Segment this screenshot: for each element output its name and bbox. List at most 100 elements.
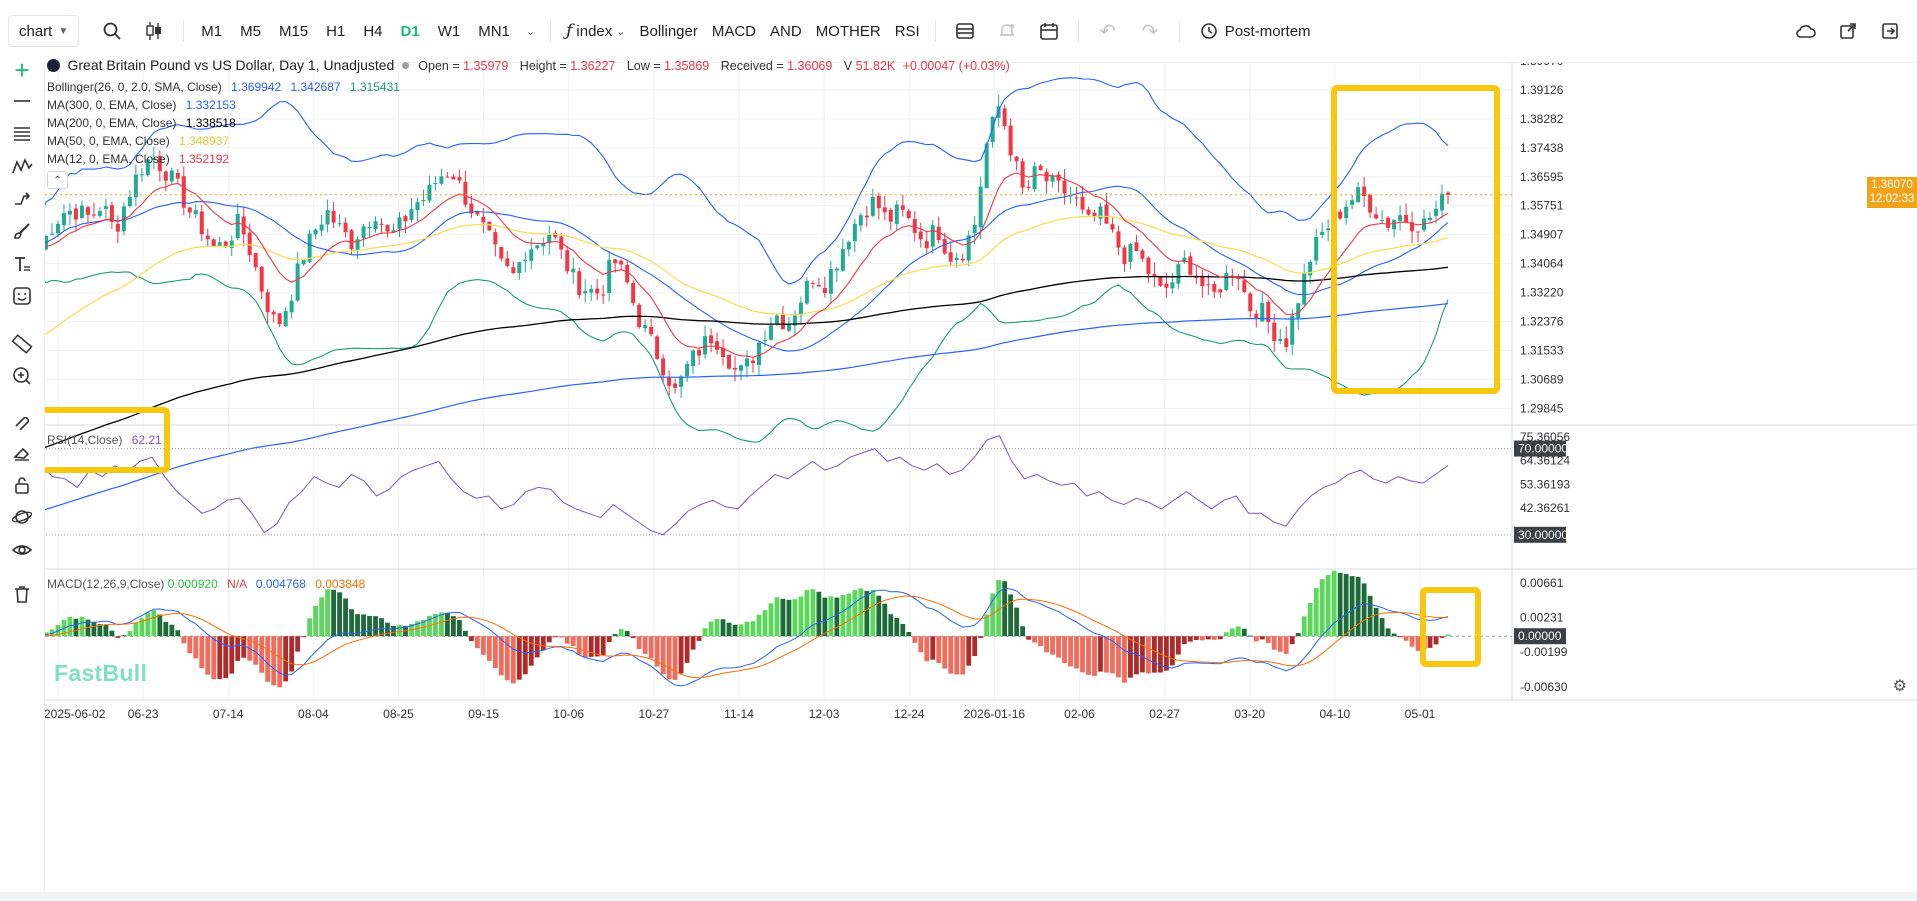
macd-histogram-bar bbox=[1277, 636, 1283, 652]
candle-body bbox=[55, 223, 60, 234]
visibility-tool[interactable] bbox=[8, 538, 36, 566]
candle-body bbox=[888, 209, 893, 222]
macd-histogram-bar bbox=[720, 619, 726, 637]
indicator-bollinger[interactable]: Bollinger bbox=[639, 22, 698, 40]
erase-drawing-tool[interactable] bbox=[8, 440, 36, 468]
magnet-tool[interactable] bbox=[8, 408, 36, 436]
candle-body bbox=[139, 174, 144, 176]
macd-histogram-bar bbox=[678, 636, 684, 674]
brush-tool[interactable] bbox=[8, 219, 36, 247]
macd-histogram-bar bbox=[421, 619, 426, 637]
period-w1[interactable]: W1 bbox=[437, 22, 461, 40]
ruler-tool[interactable] bbox=[8, 332, 36, 360]
candle-body bbox=[79, 205, 84, 219]
price-tick-label: 1.35751 bbox=[1520, 199, 1564, 213]
more-periods-button[interactable]: ⌄ bbox=[519, 13, 542, 49]
macd-histogram-bar bbox=[504, 636, 510, 681]
macd-histogram-bar bbox=[546, 636, 552, 643]
period-m1[interactable]: M1 bbox=[201, 22, 223, 40]
candle-body bbox=[1110, 224, 1115, 230]
period-m5[interactable]: M5 bbox=[240, 22, 261, 40]
alert-button[interactable] bbox=[986, 13, 1028, 49]
macd-histogram-bar bbox=[978, 636, 984, 639]
candle-body bbox=[517, 262, 522, 274]
bottom-scrollbar[interactable] bbox=[0, 892, 1917, 901]
candle-body bbox=[1428, 217, 1433, 220]
macd-histogram-bar bbox=[708, 621, 714, 637]
candle-body bbox=[571, 268, 576, 273]
macd-line bbox=[39, 587, 1449, 687]
undo-button[interactable]: ↶ bbox=[1087, 13, 1129, 49]
macd-histogram-bar bbox=[163, 621, 169, 637]
candle-body bbox=[145, 159, 150, 175]
macd-histogram-bar bbox=[1205, 636, 1211, 640]
macd-histogram-bar bbox=[510, 636, 516, 684]
layout-button[interactable] bbox=[944, 13, 986, 49]
candle-body bbox=[822, 287, 827, 294]
macd-histogram-bar bbox=[576, 636, 582, 655]
ma12-legend: MA(12, 0, EMA, Close) 1.352192 bbox=[47, 152, 229, 166]
candle-body bbox=[529, 249, 534, 261]
indicator-and[interactable]: AND bbox=[770, 22, 802, 40]
candle-body bbox=[703, 336, 708, 355]
settings-button[interactable]: ⚙ bbox=[1893, 676, 1907, 696]
zoom-tool[interactable] bbox=[8, 364, 36, 392]
parallel-lines-tool[interactable] bbox=[8, 121, 36, 149]
indicator-macd[interactable]: MACD bbox=[711, 22, 757, 40]
candle-body bbox=[337, 223, 342, 225]
cloud-sync-button[interactable] bbox=[1785, 13, 1827, 49]
ma12-label: MA(12, 0, EMA, Close) bbox=[47, 152, 170, 166]
period-h1[interactable]: H1 bbox=[326, 22, 346, 40]
delete-tool[interactable] bbox=[8, 582, 36, 610]
ma50-line bbox=[39, 215, 1449, 339]
macd-histogram-bar bbox=[1193, 636, 1199, 640]
ma200-label: MA(200, 0, EMA, Close) bbox=[47, 116, 177, 130]
macd-histogram-bar bbox=[103, 624, 109, 637]
candle-style-button[interactable] bbox=[133, 13, 175, 49]
bollinger-legend: Bollinger(26, 0, 2.0, SMA, Close) 1.3699… bbox=[47, 80, 400, 94]
collapse-legend-button[interactable]: ⌃ bbox=[47, 171, 68, 189]
rsi-tick-label: 53.36193 bbox=[1520, 477, 1570, 491]
macd-histogram-bar bbox=[331, 589, 336, 637]
text-tool[interactable] bbox=[8, 252, 36, 280]
search-button[interactable] bbox=[91, 13, 133, 49]
divider bbox=[1178, 20, 1180, 42]
chart-type-select[interactable]: chart ▼ bbox=[8, 15, 80, 47]
drawing-toolbar: + bbox=[0, 57, 45, 892]
global-tool[interactable] bbox=[8, 505, 36, 533]
trend-tool[interactable] bbox=[8, 186, 36, 214]
period-mn1[interactable]: MN1 bbox=[478, 22, 510, 40]
share-button[interactable] bbox=[1827, 13, 1869, 49]
candle-body bbox=[319, 224, 324, 231]
price-legend: Great Britain Pound vs US Dollar, Day 1,… bbox=[47, 57, 1010, 73]
candle-body bbox=[1272, 322, 1277, 342]
exit-button[interactable] bbox=[1869, 13, 1911, 49]
redo-button[interactable]: ↷ bbox=[1129, 13, 1171, 49]
emoji-tool[interactable] bbox=[8, 284, 36, 312]
index-button[interactable]: ƒ index ⌄ bbox=[559, 13, 632, 49]
post-mortem-button[interactable]: Post-mortem bbox=[1188, 13, 1318, 49]
rsi-legend: RSI(14,Close) 62.21 bbox=[47, 433, 162, 447]
candle-body bbox=[151, 158, 156, 161]
horizontal-line-tool[interactable] bbox=[8, 89, 36, 117]
lock-tool[interactable] bbox=[8, 473, 36, 501]
macd-histogram-bar bbox=[1253, 636, 1259, 642]
period-h4[interactable]: H4 bbox=[363, 22, 383, 40]
macd-histogram-bar bbox=[193, 636, 199, 659]
macd-histogram-bar bbox=[205, 636, 211, 675]
macd-histogram-bar bbox=[1241, 628, 1247, 637]
ma200-line bbox=[39, 266, 1449, 450]
indicator-mother[interactable]: MOTHER bbox=[815, 22, 881, 40]
candle-body bbox=[1368, 194, 1373, 213]
crosshair-tool[interactable]: + bbox=[8, 56, 36, 84]
candle-body bbox=[1098, 206, 1103, 219]
period-d1[interactable]: D1 bbox=[400, 22, 420, 40]
macd-histogram-bar bbox=[594, 636, 600, 657]
pattern-tool[interactable] bbox=[8, 154, 36, 182]
calendar-button[interactable] bbox=[1028, 13, 1070, 49]
period-m15[interactable]: M15 bbox=[278, 22, 309, 40]
price-tick-label: 1.38282 bbox=[1520, 112, 1564, 126]
candle-body bbox=[1374, 214, 1379, 219]
indicator-rsi[interactable]: RSI bbox=[894, 22, 920, 40]
